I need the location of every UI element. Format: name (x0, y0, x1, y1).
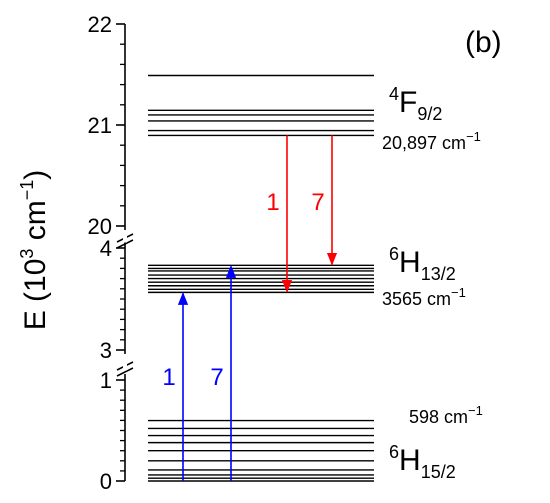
term-label-4F9: 4F9/2 (389, 84, 442, 124)
axis-break-gap (123, 363, 127, 371)
term-6H15-sup: 6 (389, 442, 399, 462)
term-label-6H13: 6H13/2 (389, 244, 456, 284)
term-4F9-letter: F (399, 86, 417, 119)
energy-6H13-exp: −1 (451, 285, 466, 300)
tick-label: 20 (88, 214, 112, 239)
tick-label: 21 (88, 113, 112, 138)
panel-label: (b) (465, 26, 502, 59)
transition-label-absorption-7: 7 (210, 364, 223, 391)
y-axis-title: E (103 cm−1) (17, 170, 52, 331)
energy-4F9-exp: −1 (466, 129, 481, 144)
term-6H13-sup: 6 (389, 244, 399, 264)
term-4F9-sup: 4 (389, 84, 399, 104)
y-axis-title-close: ) (19, 170, 52, 180)
y-axis: 0 1 3 420 21 22 (88, 12, 134, 494)
y-axis-title-unit-exp: −1 (17, 180, 37, 201)
transition-label-emission-1: 1 (266, 189, 279, 216)
transition-label-emission-7: 7 (311, 189, 324, 216)
y-axis-title-unit: cm (19, 200, 52, 248)
energy-levels (148, 74, 374, 482)
tick-label: 22 (88, 12, 112, 37)
tick-label: 3 (100, 338, 112, 363)
y-axis-title-base: E (10 (19, 259, 52, 331)
term-4F9-sub: 9/2 (417, 104, 442, 124)
axis-break-gap (123, 235, 127, 243)
energy-6H13-value: 3565 cm (382, 289, 451, 309)
energy-label-6H13: 3565 cm−1 (382, 285, 466, 309)
energy-4F9-value: 20,897 cm (382, 133, 466, 153)
term-6H15-letter: H (399, 444, 421, 477)
term-6H15-sub: 15/2 (421, 462, 456, 482)
tick-label: 4 (100, 236, 112, 261)
energy-label-4F9: 20,897 cm−1 (382, 129, 481, 153)
term-6H13-letter: H (399, 246, 421, 279)
transition-label-absorption-1: 1 (162, 364, 175, 391)
tick-label: 0 (100, 469, 112, 494)
energy-6H15-exp: −1 (468, 403, 483, 418)
energy-6H15-value: 598 cm (409, 407, 468, 427)
term-label-6H15: 6H15/2 (389, 442, 456, 482)
energy-label-6H15: 598 cm−1 (409, 403, 483, 427)
term-6H13-sub: 13/2 (421, 264, 456, 284)
tick-label: 1 (100, 368, 112, 393)
transition-arrows: 1 71 7 (162, 135, 338, 481)
y-axis-title-exp: 3 (17, 249, 37, 259)
axis-break-mark (116, 239, 134, 249)
axis-break-mark (116, 367, 134, 377)
